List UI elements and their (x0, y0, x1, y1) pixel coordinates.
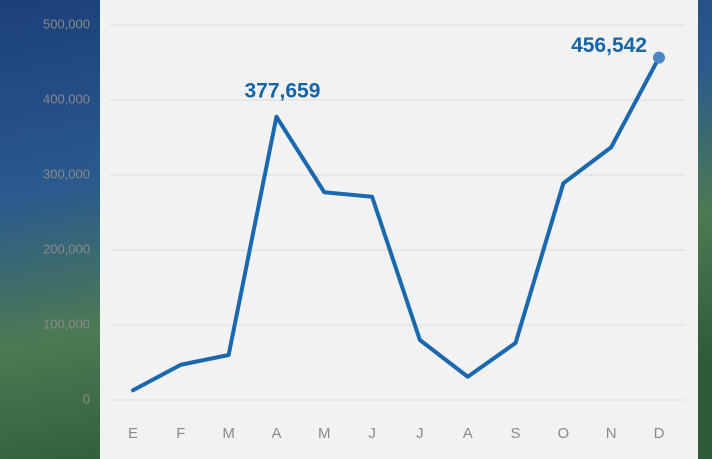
x-tick-label: J (416, 425, 424, 442)
x-tick-label: D (654, 425, 665, 442)
x-tick-label: F (176, 425, 185, 442)
y-tick-label: 300,000 (43, 166, 90, 181)
x-tick-label: E (128, 425, 138, 442)
x-tick-label: O (558, 425, 570, 442)
x-tick-label: N (606, 425, 617, 442)
x-tick-label: A (463, 425, 473, 442)
end-marker (653, 52, 665, 64)
y-tick-label: 200,000 (43, 241, 90, 256)
y-tick-label: 100,000 (43, 316, 90, 331)
plot-panel (100, 0, 698, 459)
x-tick-label: S (511, 425, 521, 442)
x-tick-label: M (222, 425, 235, 442)
data-label: 377,659 (244, 79, 320, 102)
x-tick-label: J (368, 425, 376, 442)
y-tick-label: 500,000 (43, 16, 90, 31)
y-tick-label: 400,000 (43, 91, 90, 106)
x-tick-label: M (318, 425, 331, 442)
y-tick-label: 0 (83, 391, 90, 406)
chart: 0 100,000 200,000 300,000 400,000 500,000 E F M A… (0, 0, 712, 459)
data-label: 456,542 (571, 34, 647, 57)
x-tick-label: A (271, 425, 281, 442)
